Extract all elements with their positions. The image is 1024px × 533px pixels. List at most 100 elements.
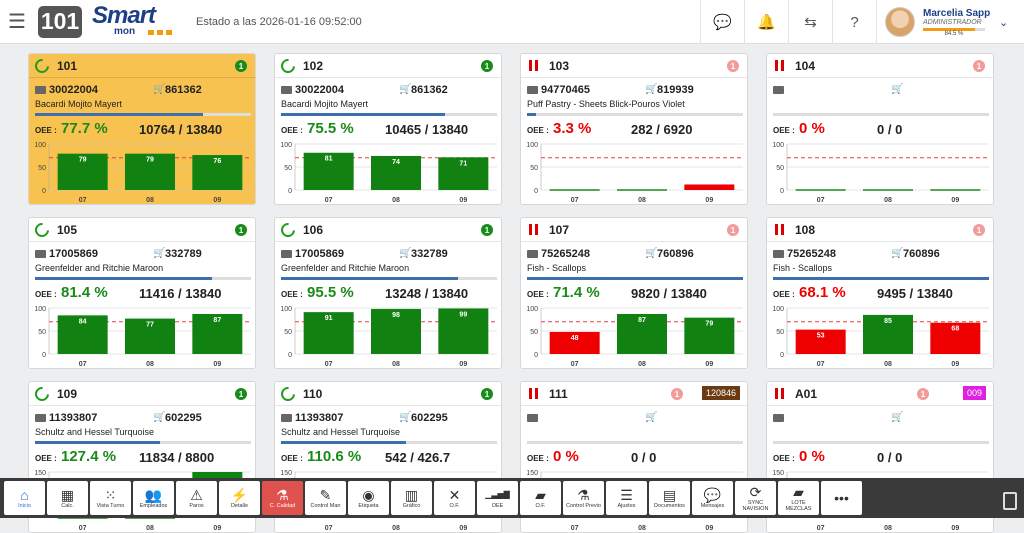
machine-card-101[interactable]: 101 1 30022004 🛒 861362 Bacardi Mojito Mayert… (28, 53, 256, 205)
card-header: 110 1 (275, 382, 501, 406)
alert-count-badge[interactable]: 1 (671, 388, 683, 400)
nav-button-label[interactable]: ◉ Etiqueta (348, 481, 389, 515)
order-progress (281, 113, 497, 116)
nav-button-shift-view[interactable]: ⁙ Vista Turno (90, 481, 131, 515)
machine-card-105[interactable]: 105 1 17005869 🛒 332789 Greenfelder and Ritch… (28, 217, 256, 369)
more-icon: ••• (834, 490, 849, 506)
nav-button-lote[interactable]: ▰ LOTE MEZCLAS (778, 481, 819, 515)
nav-label: Mensajes (700, 503, 725, 509)
y-tick-label: 0 (42, 188, 46, 195)
y-tick-label: 0 (780, 352, 784, 359)
product-code: 760896 (903, 248, 940, 260)
machine-card-107[interactable]: 107 1 75265248 🛒 760896 Fish - Scallops OEE : 7… (520, 217, 748, 369)
nav-button-home[interactable]: ⌂ Inicio (4, 481, 45, 515)
oee-icon: ▁▃▅▇ (485, 490, 510, 499)
alert-count-badge[interactable]: 1 (481, 224, 493, 236)
help-icon[interactable]: ? (832, 0, 876, 44)
folder-icon (281, 250, 292, 258)
product-description: Bacardi Mojito Mayert (281, 99, 369, 109)
order-number: 30022004 (295, 84, 344, 96)
order-row: 75265248 🛒 760896 (527, 248, 743, 260)
y-tick-label: 0 (288, 352, 292, 359)
machine-card-104[interactable]: 104 1 🛒 OEE : 0 % 0 / 0 100 50 0 07 08 09 (766, 53, 994, 205)
oee-value: 110.6 % (307, 448, 362, 465)
alert-count-badge[interactable]: 1 (917, 388, 929, 400)
production-count: 9495 / 13840 (877, 286, 953, 301)
alert-count-badge[interactable]: 1 (973, 60, 985, 72)
machine-name: 105 (57, 223, 78, 237)
menu-icon[interactable]: ☰ (8, 11, 26, 33)
nav-button-employees[interactable]: 👥 Empleados (133, 481, 174, 515)
nav-button-calculator[interactable]: ▦ Calc. (47, 481, 88, 515)
x-tick-label: 09 (705, 197, 713, 204)
tablet-icon[interactable] (1003, 492, 1017, 510)
machine-card-106[interactable]: 106 1 17005869 🛒 332789 Greenfelder and Ritch… (274, 217, 502, 369)
oee-label: OEE : (773, 290, 795, 299)
bar-value-label: 76 (213, 158, 221, 165)
order-progress-fill (773, 277, 989, 280)
machine-card-102[interactable]: 102 1 30022004 🛒 861362 Bacardi Mojito Mayert… (274, 53, 502, 205)
nav-button-of-folder[interactable]: ▰ O.F. (520, 481, 561, 515)
bar-09 (192, 155, 243, 190)
alert-count-badge[interactable]: 1 (481, 388, 493, 400)
order-number: 75265248 (541, 248, 590, 260)
nav-button-messages[interactable]: 💬 Mensajes (692, 481, 733, 515)
product-code: 861362 (411, 84, 448, 96)
chat-icon[interactable]: 💬 (700, 0, 744, 44)
sync-icon: ⟳ (749, 484, 762, 500)
nav-button-documents[interactable]: ▤ Documentos (649, 481, 690, 515)
bar-07 (57, 153, 108, 190)
alert-count-badge[interactable]: 1 (235, 224, 247, 236)
order-row: 11393807 🛒 602295 (35, 412, 251, 424)
order-progress (527, 113, 743, 116)
folder-icon (773, 414, 784, 422)
nav-button-oee[interactable]: ▁▃▅▇ OEE (477, 481, 518, 515)
order-progress-fill (35, 113, 204, 116)
hourly-oee-chart: 100 50 0 07 08 09 91 98 99 (280, 306, 497, 368)
x-tick-label: 08 (638, 361, 646, 368)
pause-icon (773, 387, 787, 401)
order-tag: 120846 (701, 386, 740, 400)
chevron-down-icon[interactable]: ⌄ (999, 16, 1009, 29)
machine-card-103[interactable]: 103 1 94770465 🛒 819939 Puff Pastry - Sheets … (520, 53, 748, 205)
folder-icon (527, 414, 538, 422)
nav-button-chart[interactable]: ▥ Gráfico (391, 481, 432, 515)
home-icon: ⌂ (20, 487, 29, 503)
nav-button-settings[interactable]: ☰ Ajustes (606, 481, 647, 515)
folder-icon (35, 414, 46, 422)
alert-count-badge[interactable]: 1 (727, 60, 739, 72)
card-header: 105 1 (29, 218, 255, 242)
nav-label: Documentos (654, 503, 685, 509)
nav-button-control-previo[interactable]: ⚗ Control Previo (563, 481, 604, 515)
nav-button-stops[interactable]: ⚠ Paros (176, 481, 217, 515)
nav-button-detail[interactable]: ⚡ Detalle (219, 481, 260, 515)
translate-icon[interactable]: ⇆ (788, 0, 832, 44)
alert-count-badge[interactable]: 1 (973, 224, 985, 236)
alert-count-badge[interactable]: 1 (481, 60, 493, 72)
bottom-nav: ⌂ Inicio ▦ Calc. ⁙ Vista Turno 👥 Empleados ⚠ Paro… (0, 478, 1024, 518)
bell-icon[interactable]: 🔔 (744, 0, 788, 44)
control-man-icon: ✎ (319, 487, 332, 503)
cart-icon: 🛒 (153, 248, 166, 259)
nav-button-of[interactable]: ✕ O.F. (434, 481, 475, 515)
nav-label: OEE (491, 503, 504, 509)
bar-09 (930, 322, 981, 354)
folder-icon (281, 86, 292, 94)
alert-count-badge[interactable]: 1 (235, 388, 247, 400)
nav-button-sync[interactable]: ⟳ SYNC NAVISION (735, 481, 776, 515)
nav-button-quality[interactable]: ⚗ C. Calidad (262, 481, 303, 515)
machine-card-108[interactable]: 108 1 75265248 🛒 760896 Fish - Scallops OEE : 6… (766, 217, 994, 369)
order-number: 30022004 (49, 84, 98, 96)
nav-label: Control Man (310, 503, 341, 509)
pause-bar (775, 388, 778, 399)
card-header: 101 1 (29, 54, 255, 78)
user-menu[interactable]: Marcelia Sapp ADMINISTRADOR 84.5 % ⌄ (876, 0, 1024, 44)
product-code: 602295 (411, 412, 448, 424)
x-tick-label: 07 (817, 197, 825, 204)
nav-button-more[interactable]: ••• (821, 481, 862, 515)
nav-button-control-man[interactable]: ✎ Control Man (305, 481, 346, 515)
alert-count-badge[interactable]: 1 (235, 60, 247, 72)
oee-label: OEE : (527, 454, 549, 463)
pause-icon (773, 223, 787, 237)
alert-count-badge[interactable]: 1 (727, 224, 739, 236)
